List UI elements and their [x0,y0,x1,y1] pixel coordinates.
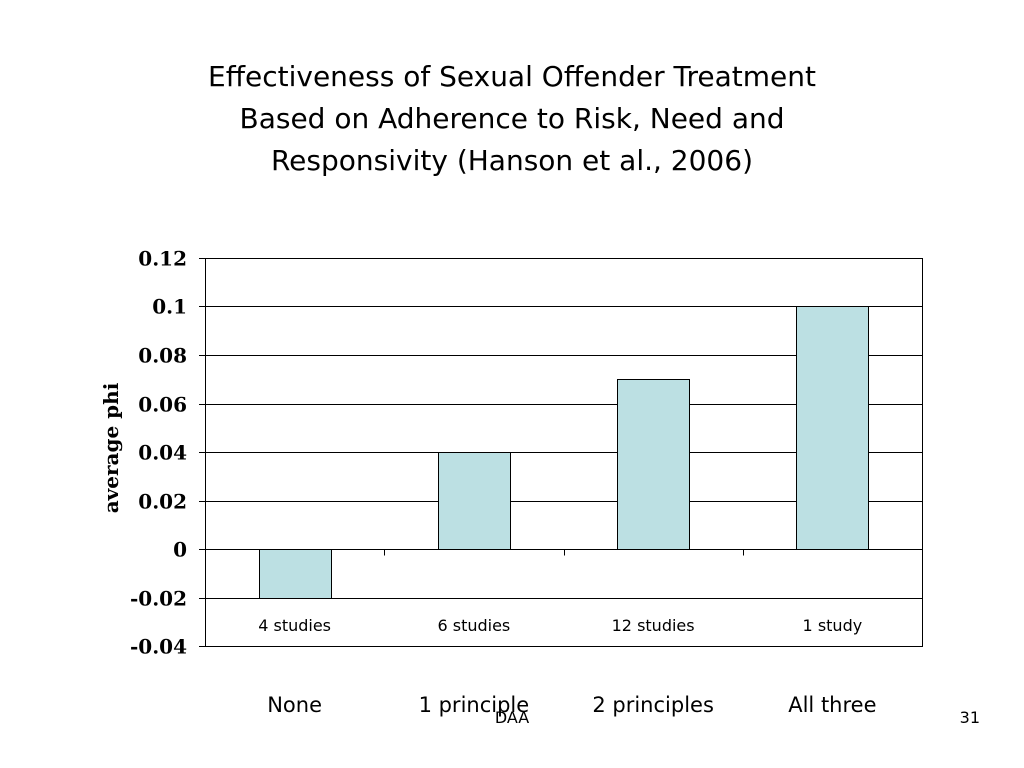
page-number: 31 [959,708,980,727]
bar-none [259,549,332,599]
x-category-label: None [267,693,322,717]
slide-title: Effectiveness of Sexual Offender Treatme… [112,56,912,182]
bar-study-count-label: 1 study [803,616,863,635]
x-category-label: All three [788,693,876,717]
y-tick-label: 0 [173,538,187,562]
y-tick-label: 0.1 [152,295,187,319]
bar-study-count-label: 4 studies [258,616,331,635]
y-tick-label: 0.06 [138,393,187,417]
y-tick-labels: -0.04 -0.02 0 0.02 0.04 0.06 0.08 0.1 0.12 [130,247,187,659]
bar-annotations: 4 studies 6 studies 12 studies 1 study [258,616,862,635]
y-tick-label: 0.02 [138,490,187,514]
bar-all-three [796,306,869,550]
x-category-label: 2 principles [592,693,714,717]
footer-author: DAA [494,708,530,727]
axes [199,258,923,647]
x-category-label: 1 principle [419,693,530,717]
y-tick-label: 0.04 [138,441,187,465]
y-tick-label: 0.08 [138,344,187,368]
bars [259,306,869,599]
y-tick-label: -0.04 [130,635,187,659]
bar-study-count-label: 12 studies [612,616,695,635]
y-tick-label: -0.02 [130,587,187,611]
bar-study-count-label: 6 studies [437,616,510,635]
y-axis-label: average phi [99,382,123,513]
slide-title-line-3: Responsivity (Hanson et al., 2006) [270,144,753,177]
bar-2-principles [617,379,690,550]
x-category-labels: None 1 principle 2 principles All three [267,693,876,717]
slide-title-line-1: Effectiveness of Sexual Offender Treatme… [208,60,816,93]
plot-frame [205,258,923,647]
slide-title-line-2: Based on Adherence to Risk, Need and [239,102,785,135]
bar-1-principle [438,452,511,550]
y-tick-label: 0.12 [138,247,187,271]
